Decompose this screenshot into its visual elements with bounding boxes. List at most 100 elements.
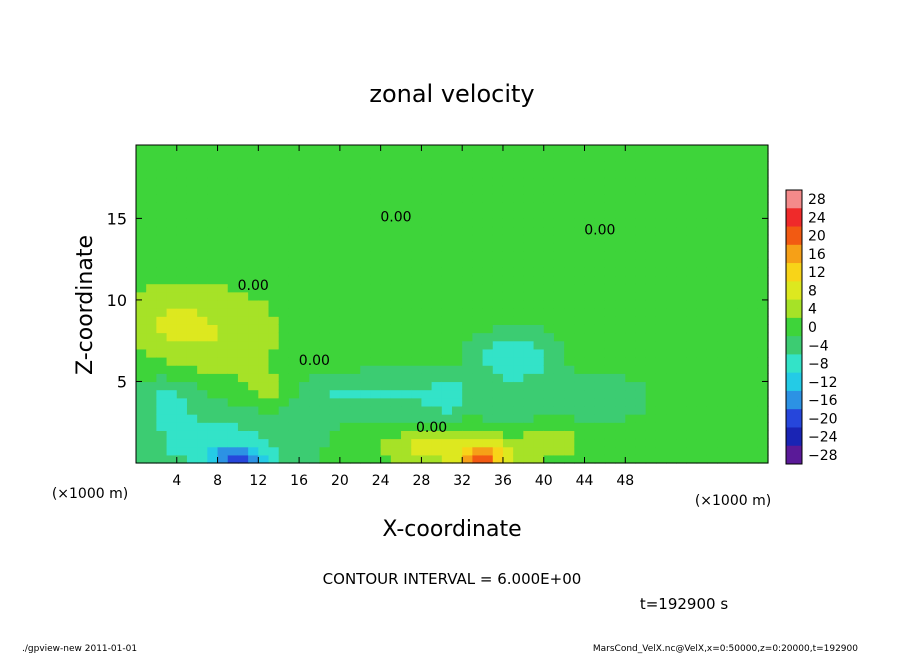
heatmap-cell xyxy=(737,153,749,162)
heatmap-cell xyxy=(380,430,392,440)
heatmap-cell xyxy=(472,169,484,179)
heatmap-cell xyxy=(227,332,239,342)
heatmap-cell xyxy=(339,422,351,431)
heatmap-cell xyxy=(574,365,586,374)
heatmap-cell xyxy=(309,340,321,350)
heatmap-cell xyxy=(248,332,259,342)
heatmap-cell xyxy=(696,340,708,350)
heatmap-cell xyxy=(237,324,249,334)
heatmap-cell xyxy=(411,177,423,187)
heatmap-cell xyxy=(462,251,473,260)
heatmap-cell xyxy=(166,202,178,211)
heatmap-cell xyxy=(329,308,341,317)
heatmap-cell xyxy=(482,348,494,358)
heatmap-cell xyxy=(686,153,698,162)
heatmap-cell xyxy=(431,161,443,171)
heatmap-cell xyxy=(421,446,433,456)
heatmap-cell xyxy=(299,185,310,195)
heatmap-cell xyxy=(350,389,361,399)
heatmap-cell xyxy=(217,283,229,293)
heatmap-cell xyxy=(513,405,524,415)
heatmap-cell xyxy=(472,365,484,374)
heatmap-cell xyxy=(604,316,616,325)
heatmap-cell xyxy=(401,348,412,358)
heatmap-cell xyxy=(288,226,300,236)
heatmap-cell xyxy=(146,422,157,431)
heatmap-cell xyxy=(136,177,147,187)
heatmap-cell xyxy=(594,210,606,219)
heatmap-cell xyxy=(288,202,300,211)
heatmap-cell xyxy=(319,251,331,260)
heatmap-cell xyxy=(288,145,300,154)
heatmap-cell xyxy=(411,332,423,342)
heatmap-cell xyxy=(390,283,402,293)
heatmap-cell xyxy=(288,259,300,268)
heatmap-cell xyxy=(401,308,412,317)
heatmap-cell xyxy=(696,308,708,317)
heatmap-cell xyxy=(217,161,229,171)
heatmap-cell xyxy=(615,259,626,268)
heatmap-cell xyxy=(696,299,708,309)
heatmap-cell xyxy=(604,202,616,211)
heatmap-cell xyxy=(523,381,535,391)
heatmap-cell xyxy=(462,145,473,154)
heatmap-cell xyxy=(380,153,392,162)
heatmap-cell xyxy=(462,185,473,195)
heatmap-cell xyxy=(329,381,341,391)
heatmap-cell xyxy=(186,226,198,236)
heatmap-cell xyxy=(543,316,555,325)
heatmap-cell xyxy=(197,438,208,448)
heatmap-cell xyxy=(594,234,606,244)
heatmap-cell xyxy=(186,357,198,366)
heatmap-cell xyxy=(564,251,575,260)
heatmap-cell xyxy=(299,283,310,293)
heatmap-cell xyxy=(655,348,667,358)
heatmap-cell xyxy=(482,389,494,399)
heatmap-cell xyxy=(564,397,575,407)
heatmap-cell xyxy=(757,202,769,211)
heatmap-cell xyxy=(686,193,698,203)
heatmap-cell xyxy=(482,414,494,423)
heatmap-cell xyxy=(176,348,188,358)
heatmap-cell xyxy=(166,161,178,171)
colorbar-label: −16 xyxy=(808,393,838,409)
heatmap-cell xyxy=(615,275,626,285)
heatmap-cell xyxy=(319,299,331,309)
heatmap-cell xyxy=(390,202,402,211)
heatmap-cell xyxy=(727,446,739,456)
heatmap-cell xyxy=(502,259,514,268)
heatmap-cell xyxy=(299,381,310,391)
heatmap-cell xyxy=(207,161,219,171)
heatmap-cell xyxy=(319,283,331,293)
heatmap-cell xyxy=(615,283,626,293)
heatmap-cell xyxy=(217,389,229,399)
heatmap-cell xyxy=(533,145,545,154)
heatmap-cell xyxy=(319,381,331,391)
heatmap-cell xyxy=(696,259,708,268)
heatmap-cell xyxy=(472,332,484,342)
heatmap-cell xyxy=(441,234,453,244)
heatmap-cell xyxy=(339,291,351,301)
heatmap-cell xyxy=(441,397,453,407)
heatmap-cell xyxy=(360,291,372,301)
heatmap-cell xyxy=(645,283,657,293)
heatmap-cell xyxy=(360,430,372,440)
heatmap-cell xyxy=(268,357,280,366)
heatmap-cell xyxy=(156,193,168,203)
heatmap-cell xyxy=(584,283,596,293)
heatmap-cell xyxy=(360,397,372,407)
heatmap-cell xyxy=(431,340,443,350)
heatmap-cell xyxy=(523,193,535,203)
heatmap-cell xyxy=(502,414,514,423)
heatmap-cell xyxy=(482,202,494,211)
heatmap-cell xyxy=(227,153,239,162)
heatmap-cell xyxy=(176,218,188,228)
heatmap-cell xyxy=(350,291,361,301)
heatmap-cell xyxy=(533,454,545,464)
heatmap-cell xyxy=(543,381,555,391)
heatmap-cell xyxy=(258,405,270,415)
heatmap-cell xyxy=(268,153,280,162)
heatmap-cell xyxy=(390,242,402,252)
heatmap-cell xyxy=(757,397,769,407)
heatmap-cell xyxy=(370,373,382,383)
